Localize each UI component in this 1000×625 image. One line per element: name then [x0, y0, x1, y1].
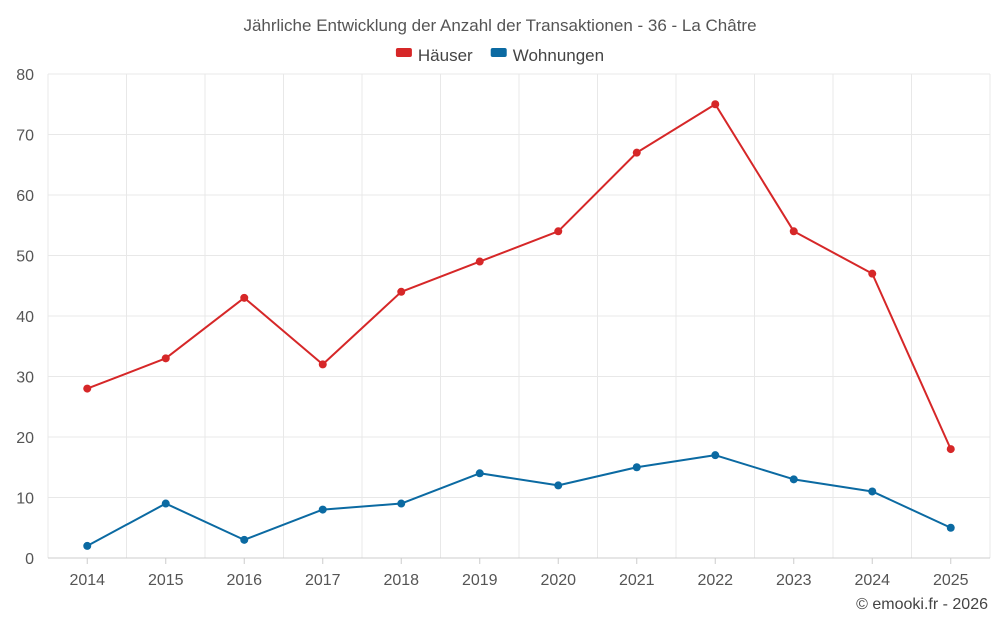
data-point[interactable]	[632, 148, 641, 157]
data-point[interactable]	[83, 384, 92, 393]
y-tick-label: 40	[16, 309, 34, 326]
legend-item[interactable]: Wohnungen	[490, 46, 604, 65]
legend-swatch	[490, 48, 507, 57]
data-point[interactable]	[318, 360, 327, 369]
series-wohnungen	[83, 451, 955, 550]
x-tick-label: 2022	[697, 572, 733, 589]
data-point[interactable]	[318, 505, 327, 514]
data-point[interactable]	[475, 257, 484, 266]
data-point[interactable]	[554, 227, 563, 236]
data-point[interactable]	[475, 469, 484, 478]
x-tick-label: 2014	[69, 572, 105, 589]
legend-item[interactable]: Häuser	[395, 46, 473, 65]
x-tick-label: 2020	[540, 572, 576, 589]
y-tick-label: 50	[16, 249, 34, 266]
data-point[interactable]	[83, 541, 92, 550]
x-tick-label: 2019	[462, 572, 498, 589]
y-tick-label: 10	[16, 491, 34, 508]
data-point[interactable]	[946, 523, 955, 532]
data-point[interactable]	[868, 269, 877, 278]
x-tick-label: 2016	[226, 572, 262, 589]
x-tick-label: 2017	[305, 572, 341, 589]
data-point[interactable]	[554, 481, 563, 490]
x-tick-label: 2021	[619, 572, 655, 589]
chart-title: Jährliche Entwicklung der Anzahl der Tra…	[243, 16, 756, 35]
y-tick-label: 60	[16, 188, 34, 205]
x-tick-label: 2015	[148, 572, 184, 589]
data-point[interactable]	[632, 463, 641, 472]
x-tick-label: 2024	[854, 572, 890, 589]
data-point[interactable]	[161, 354, 170, 363]
legend-swatch	[395, 48, 412, 57]
x-tick-label: 2018	[383, 572, 419, 589]
x-tick-label: 2025	[933, 572, 969, 589]
y-axis: 0 10 20 30 40 50 60 70 80	[16, 67, 34, 568]
legend: Häuser Wohnungen	[395, 46, 604, 65]
legend-label: Wohnungen	[513, 46, 604, 65]
data-point[interactable]	[868, 487, 877, 496]
grid	[47, 73, 991, 558]
data-point[interactable]	[397, 499, 406, 508]
data-point[interactable]	[397, 287, 406, 296]
y-tick-label: 80	[16, 67, 34, 84]
data-point[interactable]	[161, 499, 170, 508]
data-point[interactable]	[789, 227, 798, 236]
data-point[interactable]	[711, 451, 720, 460]
data-point[interactable]	[240, 293, 249, 302]
data-point[interactable]	[946, 445, 955, 454]
series-line	[86, 103, 952, 450]
credit-text: © emooki.fr - 2026	[856, 596, 988, 613]
series-group	[83, 100, 955, 550]
series-haeuser	[83, 100, 955, 454]
data-point[interactable]	[711, 100, 720, 109]
y-tick-label: 70	[16, 128, 34, 145]
data-point[interactable]	[789, 475, 798, 484]
series-line	[86, 454, 952, 547]
legend-label: Häuser	[418, 46, 473, 65]
y-tick-label: 20	[16, 430, 34, 447]
y-tick-label: 30	[16, 370, 34, 387]
x-axis: 2014 2015 2016 2017 2018 2019 2020 2021 2022 2023…	[48, 557, 990, 589]
data-point[interactable]	[240, 535, 249, 544]
x-tick-label: 2023	[776, 572, 812, 589]
y-tick-label: 0	[25, 551, 34, 568]
